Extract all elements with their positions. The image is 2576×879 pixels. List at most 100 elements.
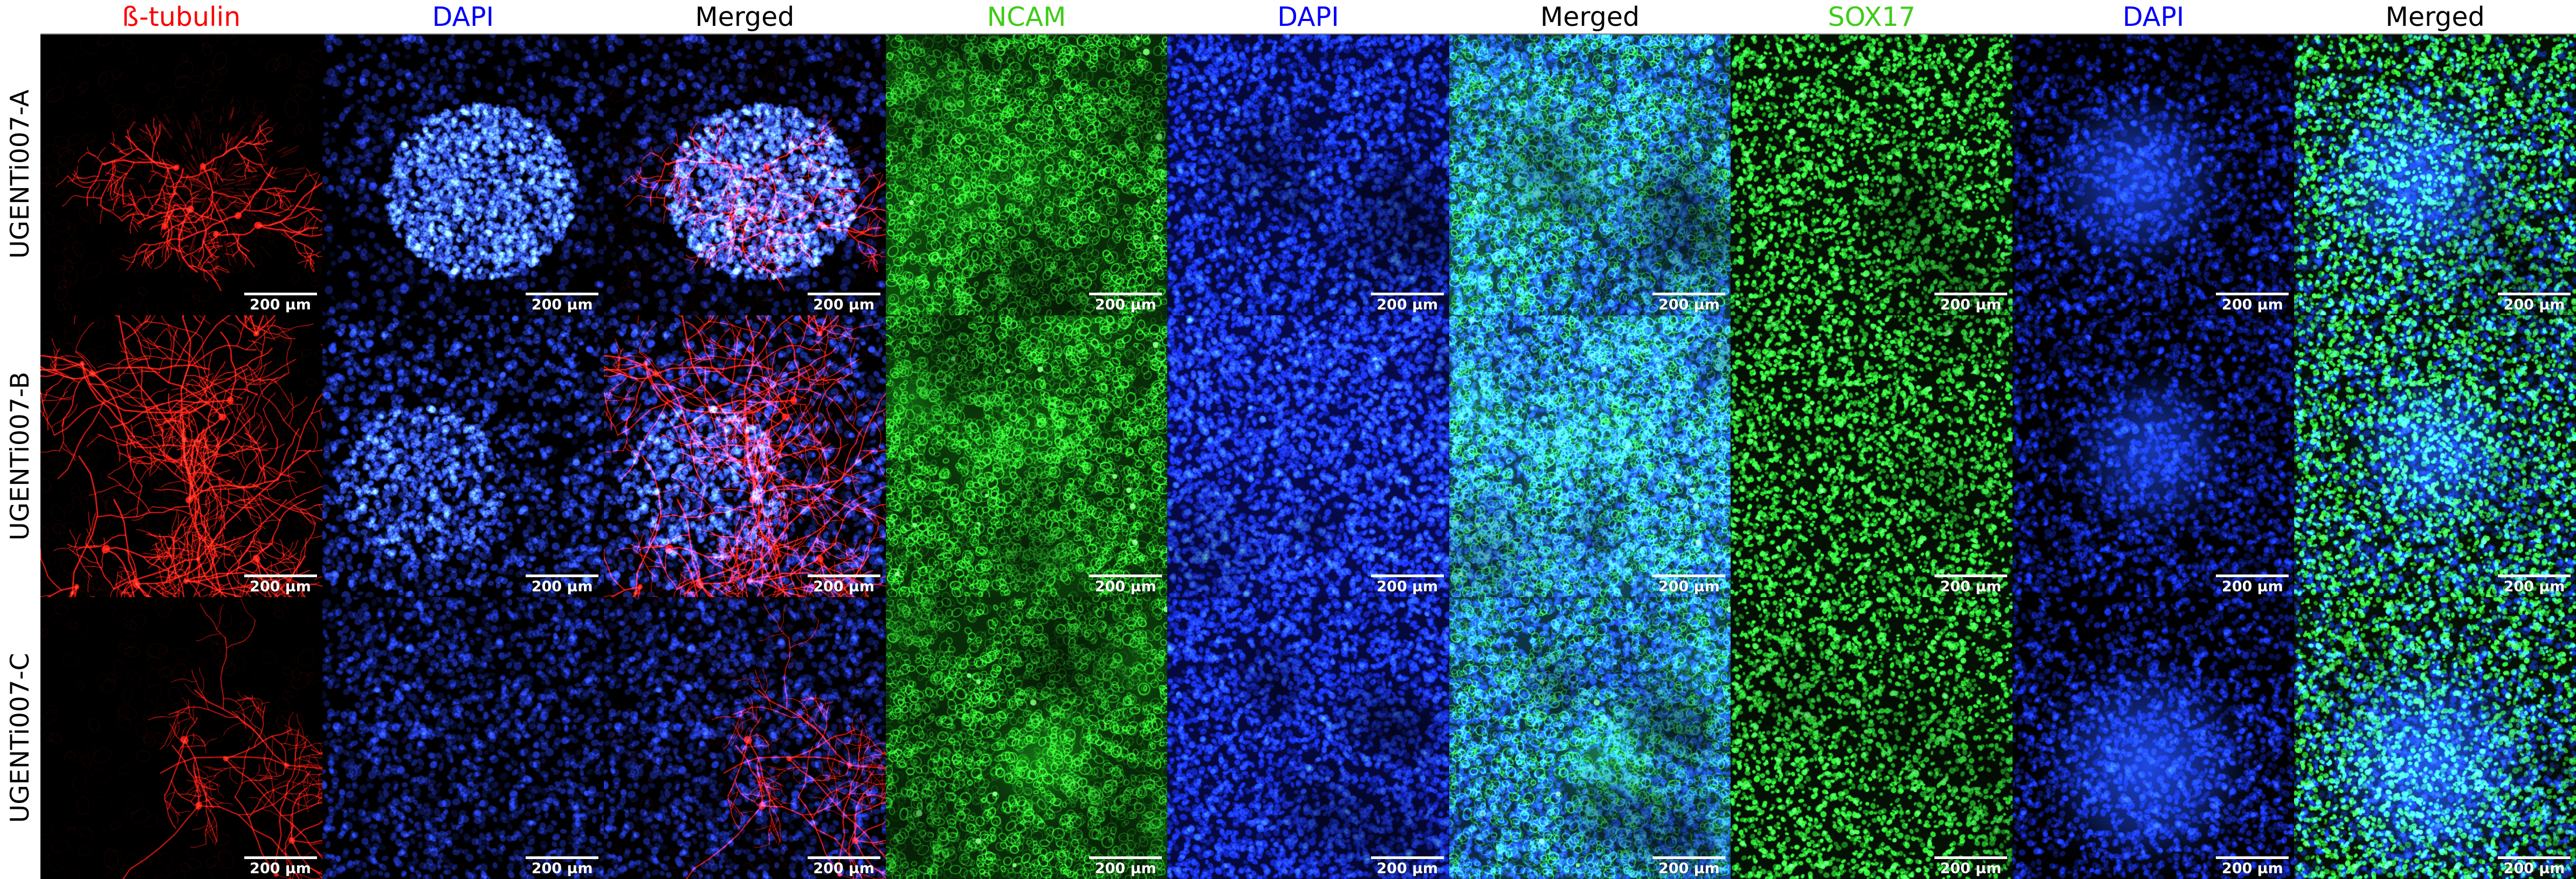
panel-r0c7: 200 μm [2012,33,2295,315]
scale-bar: 200 μm [1370,856,1444,877]
scale-bar-label: 200 μm [250,578,311,596]
micrograph-r0c4 [1167,34,1449,315]
scale-bar: 200 μm [244,856,317,877]
scale-bar-label: 200 μm [1094,860,1156,877]
scale-bar-label: 200 μm [813,296,875,314]
scale-bar: 200 μm [526,293,599,314]
scale-bar-line [526,856,599,860]
scale-bar-label: 200 μm [1658,296,1720,314]
scale-bar-line [244,575,317,578]
panel-r1c8: 200 μm [2294,315,2576,597]
panel-r2c4: 200 μm [1167,597,1449,879]
panel-r1c3: 200 μm [885,315,1168,597]
scale-bar-line [2497,293,2571,296]
scale-bar-label: 200 μm [813,860,875,877]
scale-bar: 200 μm [1089,293,1162,313]
micrograph-r0c7 [2012,34,2295,315]
scale-bar: 200 μm [2497,575,2571,596]
micrograph-r0c3 [885,34,1168,315]
scale-bar-label: 200 μm [250,296,311,314]
scale-bar-label: 200 μm [813,578,875,596]
column-header-0: ß-tubulin [40,0,322,33]
scale-bar: 200 μm [1652,856,1726,877]
scale-bar-line [1652,575,1726,578]
micrograph-r1c1 [322,315,604,597]
scale-bar: 200 μm [526,856,599,877]
scale-bar: 200 μm [1934,293,2007,313]
panel-r0c5: 200 μm [1449,33,1731,315]
panel-r2c6: 200 μm [1731,597,2013,879]
scale-bar-label: 200 μm [250,860,311,877]
scale-bar: 200 μm [1652,293,1726,314]
column-header-8: Merged [2294,0,2576,33]
scale-bar-label: 200 μm [531,578,593,596]
micrograph-r0c0 [40,34,322,315]
panel-r0c4: 200 μm [1167,33,1449,315]
scale-bar: 200 μm [2216,575,2289,595]
column-header-5: Merged [1449,0,1731,33]
panel-r0c3: 200 μm [885,33,1168,315]
micrograph-r1c5 [1449,315,1731,597]
scale-bar-line [526,293,599,296]
panel-r1c0: 200 μm [40,315,322,597]
scale-bar: 200 μm [1089,856,1162,877]
scale-bar: 200 μm [2497,856,2571,877]
scale-bar-line [1089,856,1162,860]
scale-bar-label: 200 μm [1376,296,1438,314]
micrograph-r0c1 [322,34,604,315]
panel-r1c2: 200 μm [604,315,886,597]
scale-bar: 200 μm [807,856,880,877]
panel-r1c1: 200 μm [322,315,604,597]
scale-bar-line [2216,575,2289,578]
scale-bar-label: 200 μm [2222,860,2283,877]
scale-bar-line [1370,575,1444,578]
column-header-6: SOX17 [1731,0,2013,33]
scale-bar-line [1934,293,2007,296]
scale-bar-line [1652,293,1726,296]
micrograph-r2c0 [40,597,322,879]
panel-r1c6: 200 μm [1731,315,2013,597]
row-label-1: UGENTi007-B [0,315,40,597]
scale-bar-label: 200 μm [1940,578,2002,596]
micrograph-r1c0 [40,315,322,597]
micrograph-r2c3 [885,597,1168,879]
micrograph-r2c5 [1449,597,1731,879]
micrograph-r2c2 [604,597,886,879]
panel-r2c0: 200 μm [40,597,322,879]
grid-corner [0,0,40,33]
scale-bar: 200 μm [2216,856,2289,877]
scale-bar-line [1370,293,1444,296]
row-label-2: UGENTi007-C [0,597,40,879]
scale-bar: 200 μm [807,575,880,596]
micrograph-r1c8 [2294,315,2576,597]
scale-bar: 200 μm [2216,293,2289,313]
scale-bar-line [1652,856,1726,860]
scale-bar-label: 200 μm [1376,578,1438,596]
scale-bar: 200 μm [2497,293,2571,313]
panel-r0c6: 200 μm [1731,33,2013,315]
scale-bar-line [1370,856,1444,860]
micrograph-r2c1 [322,597,604,879]
panel-r0c8: 200 μm [2294,33,2576,315]
micrograph-r1c3 [885,315,1168,597]
scale-bar-label: 200 μm [2503,860,2565,877]
scale-bar-label: 200 μm [2503,578,2565,596]
panel-r1c4: 200 μm [1167,315,1449,597]
scale-bar: 200 μm [526,575,599,596]
column-header-7: DAPI [2012,0,2295,33]
scale-bar-line [1934,856,2007,860]
micrograph-r2c8 [2294,597,2576,879]
scale-bar: 200 μm [1934,575,2007,595]
scale-bar-line [1089,575,1162,578]
scale-bar-line [2497,575,2571,578]
column-header-3: NCAM [885,0,1168,33]
scale-bar: 200 μm [244,293,317,313]
panel-r2c3: 200 μm [885,597,1168,879]
panel-r2c5: 200 μm [1449,597,1731,879]
scale-bar-label: 200 μm [1658,860,1720,877]
scale-bar-line [807,856,880,860]
scale-bar: 200 μm [1934,856,2007,877]
scale-bar-line [807,575,880,578]
scale-bar-label: 200 μm [531,296,593,314]
